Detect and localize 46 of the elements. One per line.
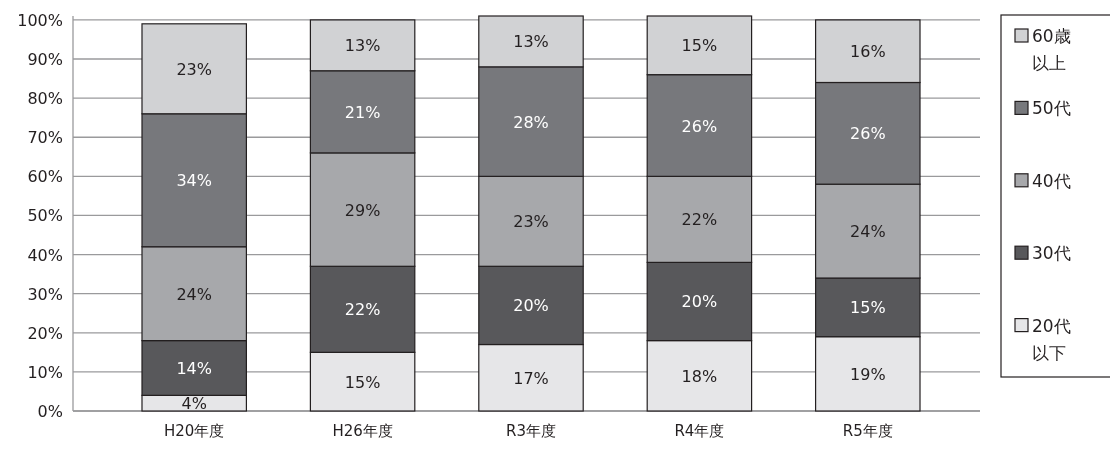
data-label: 26% — [681, 116, 718, 136]
data-label: 19% — [850, 364, 886, 384]
data-label: 17% — [513, 368, 549, 388]
data-label: 21% — [344, 102, 381, 122]
x-tick-label: H26年度 — [332, 422, 393, 440]
data-label: 26% — [850, 124, 886, 144]
x-tick-label: R5年度 — [842, 422, 893, 440]
data-label: 23% — [513, 212, 549, 232]
x-tick-label: R3年度 — [506, 422, 556, 440]
data-label: 15% — [681, 36, 718, 56]
legend-label: 30代 — [1032, 243, 1071, 264]
data-label: 18% — [681, 366, 718, 386]
y-tick-label: 90% — [27, 50, 63, 70]
data-label: 15% — [344, 372, 381, 392]
data-label: 28% — [513, 112, 549, 132]
legend-label: 40代 — [1032, 170, 1071, 191]
data-label: 24% — [850, 222, 886, 242]
data-label: 20% — [513, 296, 549, 316]
data-label: 34% — [176, 171, 212, 191]
data-label: 14% — [176, 358, 212, 378]
data-label: 22% — [681, 210, 718, 230]
x-tick-label: R4年度 — [674, 422, 725, 440]
x-tick-label: H20年度 — [164, 422, 225, 440]
y-tick-label: 10% — [27, 362, 63, 382]
legend-label: 50代 — [1032, 98, 1071, 119]
data-label: 15% — [850, 298, 886, 318]
data-label: 20% — [681, 292, 718, 312]
data-label: 13% — [344, 36, 381, 56]
y-tick-label: 40% — [27, 245, 63, 265]
y-tick-label: 0% — [37, 402, 63, 421]
data-label: 13% — [513, 32, 549, 52]
y-tick-label: 70% — [27, 128, 63, 148]
data-label: 4% — [181, 394, 207, 413]
data-label: 16% — [850, 42, 886, 62]
data-label: 29% — [344, 200, 381, 220]
y-tick-label: 50% — [27, 206, 63, 226]
y-tick-label: 20% — [27, 323, 63, 343]
legend-label: 60歳以上 — [1032, 26, 1071, 73]
y-tick-label: 80% — [27, 89, 63, 109]
data-label: 22% — [344, 300, 381, 320]
legend-label: 20代以下 — [1032, 315, 1071, 363]
y-tick-label: 60% — [27, 167, 63, 187]
data-label: 23% — [176, 59, 212, 79]
y-tick-label: 30% — [27, 284, 63, 304]
data-label: 24% — [176, 284, 212, 304]
y-tick-label: 100% — [17, 10, 63, 30]
